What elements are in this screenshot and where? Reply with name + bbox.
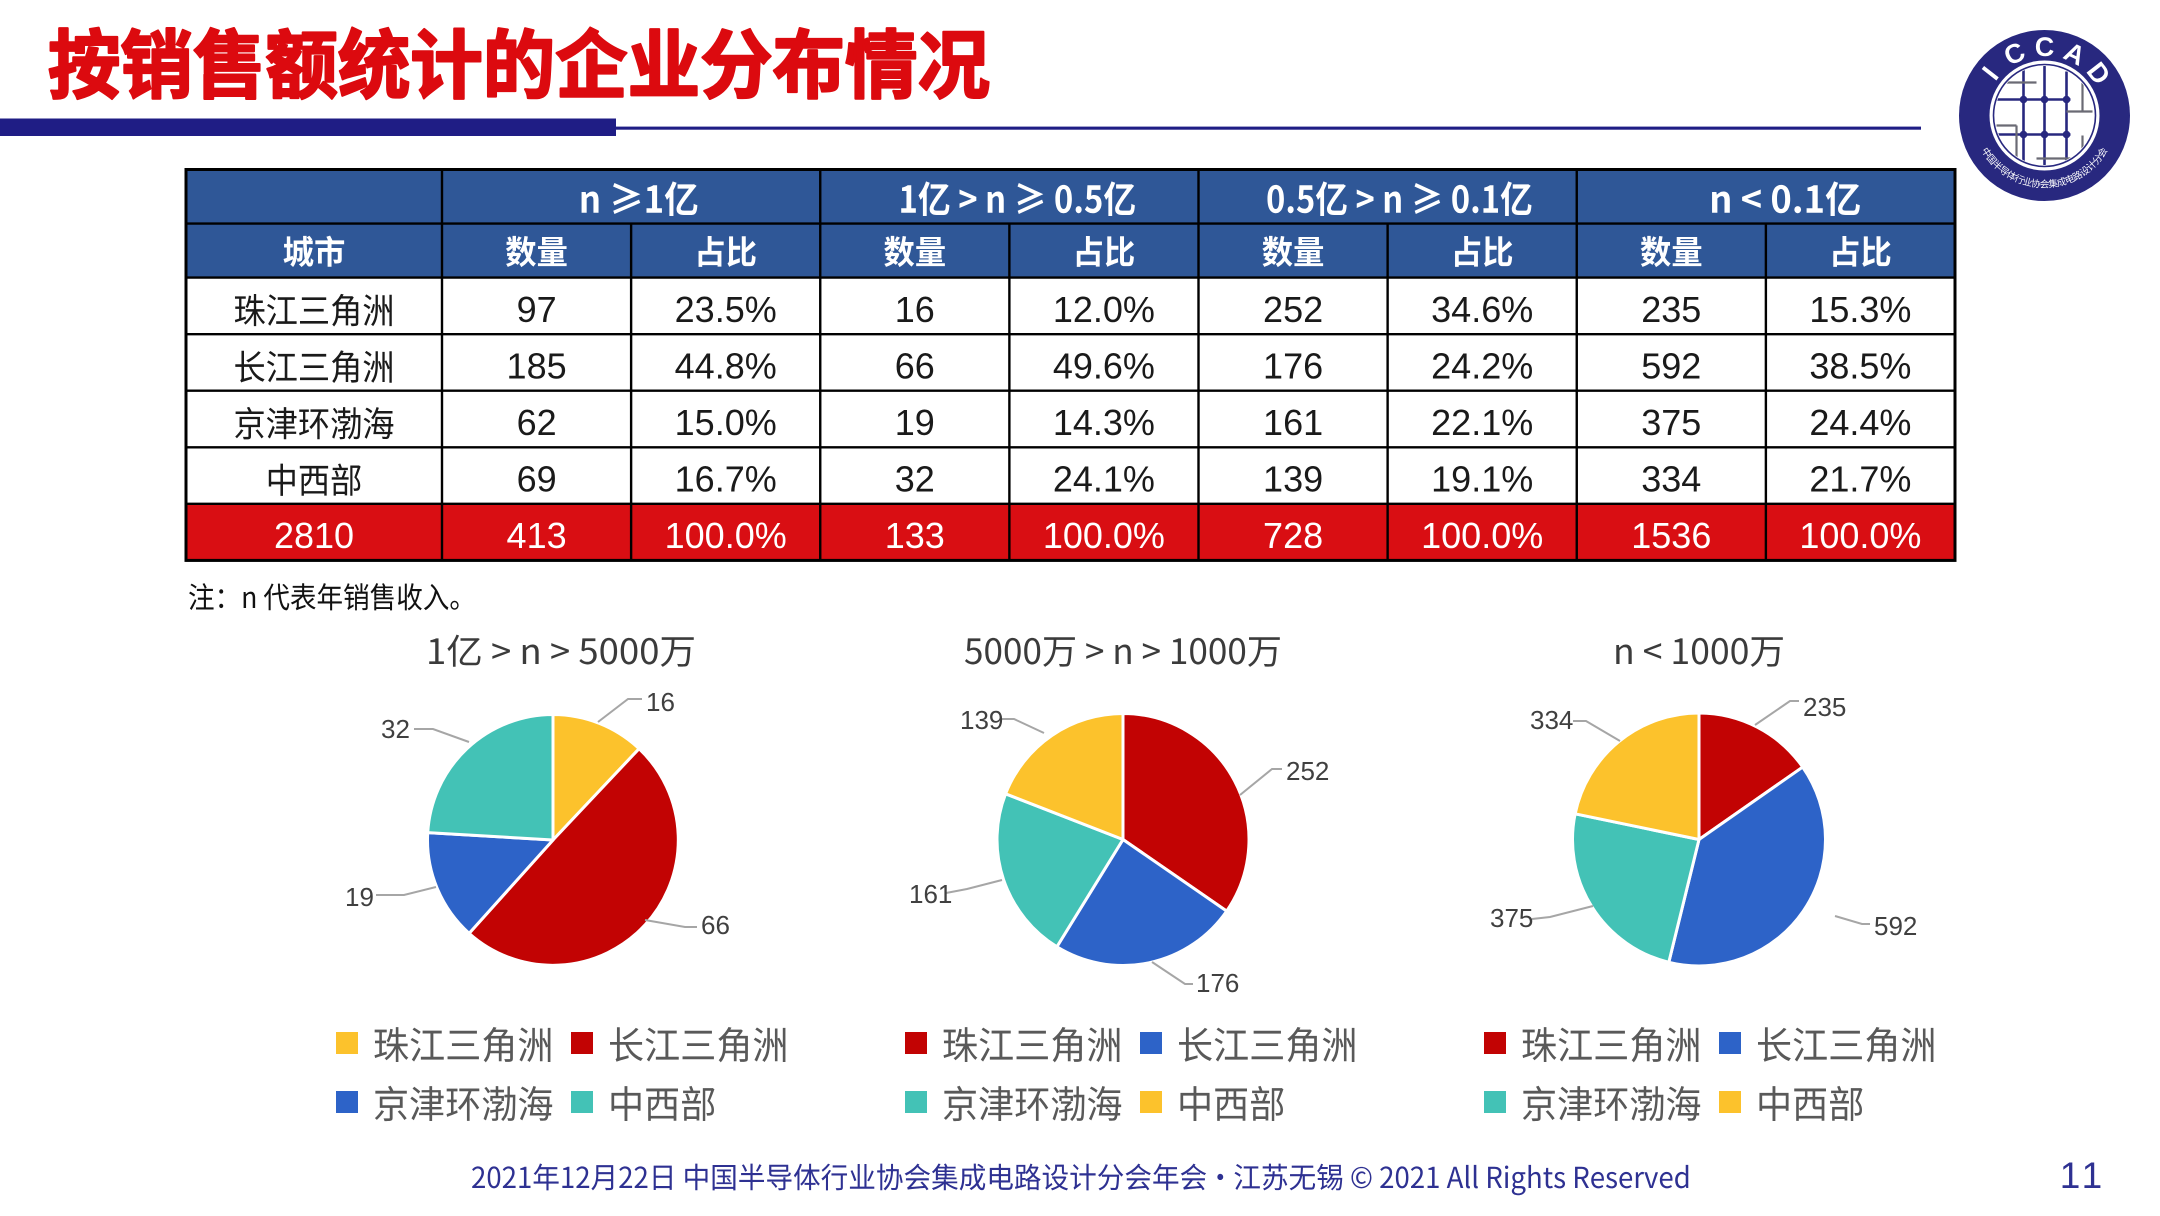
svg-text:32: 32 — [381, 714, 410, 744]
svg-text:62: 62 — [517, 402, 557, 443]
svg-text:66: 66 — [701, 910, 730, 940]
svg-text:176: 176 — [1263, 345, 1323, 386]
svg-text:161: 161 — [1263, 402, 1323, 443]
svg-text:19.1%: 19.1% — [1431, 459, 1533, 500]
svg-text:16: 16 — [646, 687, 675, 717]
svg-text:23.5%: 23.5% — [675, 289, 777, 330]
svg-text:24.1%: 24.1% — [1053, 459, 1155, 500]
svg-text:139: 139 — [1263, 459, 1323, 500]
svg-text:1536: 1536 — [1631, 515, 1711, 556]
svg-text:100.0%: 100.0% — [1799, 515, 1921, 556]
svg-text:22.1%: 22.1% — [1431, 402, 1533, 443]
svg-text:592: 592 — [1874, 911, 1917, 941]
svg-text:252: 252 — [1263, 289, 1323, 330]
svg-text:16.7%: 16.7% — [675, 459, 777, 500]
svg-text:100.0%: 100.0% — [1043, 515, 1165, 556]
svg-text:24.2%: 24.2% — [1431, 345, 1533, 386]
svg-text:2810: 2810 — [274, 515, 354, 556]
svg-text:375: 375 — [1490, 903, 1533, 933]
svg-text:97: 97 — [517, 289, 557, 330]
svg-text:66: 66 — [895, 345, 935, 386]
svg-text:14.3%: 14.3% — [1053, 402, 1155, 443]
svg-text:15.3%: 15.3% — [1809, 289, 1911, 330]
svg-text:176: 176 — [1196, 968, 1239, 998]
svg-text:15.0%: 15.0% — [675, 402, 777, 443]
svg-text:100.0%: 100.0% — [1421, 515, 1543, 556]
svg-text:11: 11 — [2060, 1155, 2106, 1196]
svg-text:34.6%: 34.6% — [1431, 289, 1533, 330]
svg-text:375: 375 — [1641, 402, 1701, 443]
svg-text:100.0%: 100.0% — [665, 515, 787, 556]
svg-text:24.4%: 24.4% — [1809, 402, 1911, 443]
svg-text:252: 252 — [1286, 756, 1329, 786]
svg-text:21.7%: 21.7% — [1809, 459, 1911, 500]
svg-text:413: 413 — [507, 515, 567, 556]
svg-text:334: 334 — [1641, 459, 1701, 500]
svg-text:161: 161 — [909, 879, 952, 909]
svg-text:12.0%: 12.0% — [1053, 289, 1155, 330]
svg-text:69: 69 — [517, 459, 557, 500]
svg-text:235: 235 — [1803, 692, 1846, 722]
svg-text:32: 32 — [895, 459, 935, 500]
svg-text:49.6%: 49.6% — [1053, 345, 1155, 386]
svg-text:38.5%: 38.5% — [1809, 345, 1911, 386]
svg-text:592: 592 — [1641, 345, 1701, 386]
svg-text:133: 133 — [885, 515, 945, 556]
svg-text:19: 19 — [895, 402, 935, 443]
svg-text:44.8%: 44.8% — [675, 345, 777, 386]
svg-text:19: 19 — [345, 882, 374, 912]
svg-text:334: 334 — [1530, 705, 1573, 735]
svg-text:185: 185 — [507, 345, 567, 386]
svg-text:16: 16 — [895, 289, 935, 330]
svg-text:728: 728 — [1263, 515, 1323, 556]
svg-text:139: 139 — [960, 705, 1003, 735]
svg-text:235: 235 — [1641, 289, 1701, 330]
